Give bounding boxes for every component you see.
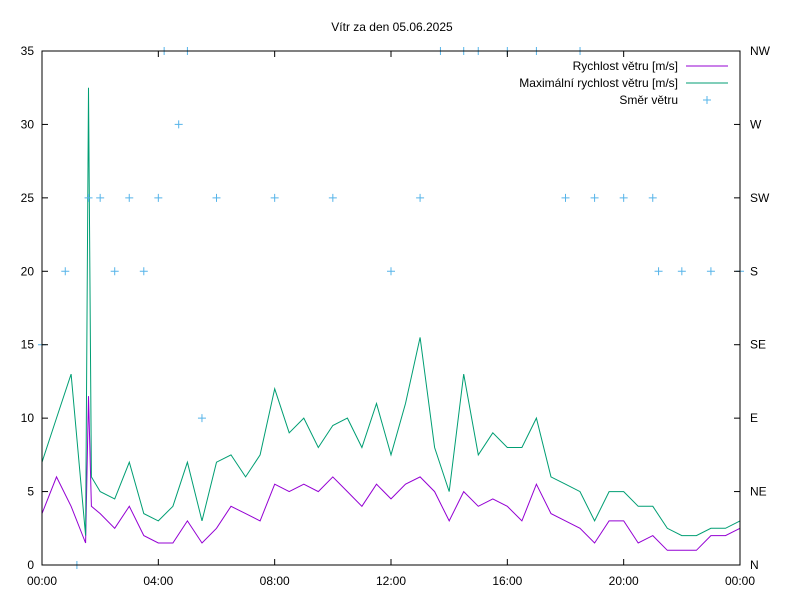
- direction-point: [590, 193, 599, 202]
- direction-point: [328, 193, 337, 202]
- max-speed-line: [41, 87, 741, 537]
- y2-tick-label: NW: [750, 44, 771, 58]
- y-tick-label: 35: [21, 44, 35, 58]
- legend-label: Směr větru: [619, 93, 678, 107]
- y2-tick-label: S: [750, 264, 758, 278]
- direction-point: [110, 267, 119, 276]
- legend-label: Maximální rychlost větru [m/s]: [519, 76, 678, 90]
- direction-point: [270, 193, 279, 202]
- direction-point: [125, 193, 134, 202]
- y-tick-label: 10: [21, 411, 35, 425]
- direction-point: [154, 193, 163, 202]
- direction-point: [84, 193, 93, 202]
- x-tick-label: 20:00: [609, 574, 639, 588]
- direction-point: [197, 414, 206, 423]
- legend-swatch: [703, 96, 711, 104]
- y-tick-label: 20: [21, 264, 35, 278]
- direction-point: [96, 193, 105, 202]
- direction-point: [677, 267, 686, 276]
- direction-point: [139, 267, 148, 276]
- y2-tick-label: W: [750, 117, 762, 131]
- direction-point: [648, 193, 657, 202]
- direction-point: [416, 193, 425, 202]
- direction-point: [387, 267, 395, 276]
- direction-point: [561, 193, 570, 202]
- chart-title: Vítr za den 05.06.2025: [331, 20, 453, 34]
- x-tick-label: 12:00: [376, 574, 406, 588]
- direction-point: [706, 267, 715, 276]
- speed-line: [41, 396, 741, 551]
- plot-area: [38, 47, 744, 569]
- y-tick-label: 25: [21, 191, 35, 205]
- y-tick-label: 0: [27, 558, 34, 572]
- x-tick-label: 00:00: [27, 574, 57, 588]
- axes: 0 5 10 15 20 25 30 35 N NE E SE S SW W NW 00:00 04:00 08:0…: [21, 44, 771, 588]
- direction-point: [174, 120, 183, 129]
- y2-tick-label: SE: [750, 338, 766, 352]
- x-tick-label: 04:00: [143, 574, 173, 588]
- y2-tick-label: E: [750, 411, 758, 425]
- direction-point: [61, 267, 70, 276]
- x-tick-label: 16:00: [492, 574, 522, 588]
- y2-tick-label: SW: [750, 191, 770, 205]
- y2-tick-label: N: [750, 558, 759, 572]
- x-tick-label: 00:00: [725, 574, 755, 588]
- y-tick-label: 15: [21, 338, 35, 352]
- x-tick-label: 08:00: [260, 574, 290, 588]
- direction-point: [654, 267, 663, 276]
- legend: Rychlost větru [m/s] Maximální rychlost v…: [519, 59, 728, 107]
- legend-label: Rychlost větru [m/s]: [573, 59, 678, 73]
- plot-frame: [41, 50, 741, 566]
- direction-point: [619, 193, 628, 202]
- direction-point: [212, 193, 221, 202]
- y2-tick-label: NE: [750, 485, 767, 499]
- y-tick-label: 5: [27, 485, 34, 499]
- y-tick-label: 30: [21, 117, 35, 131]
